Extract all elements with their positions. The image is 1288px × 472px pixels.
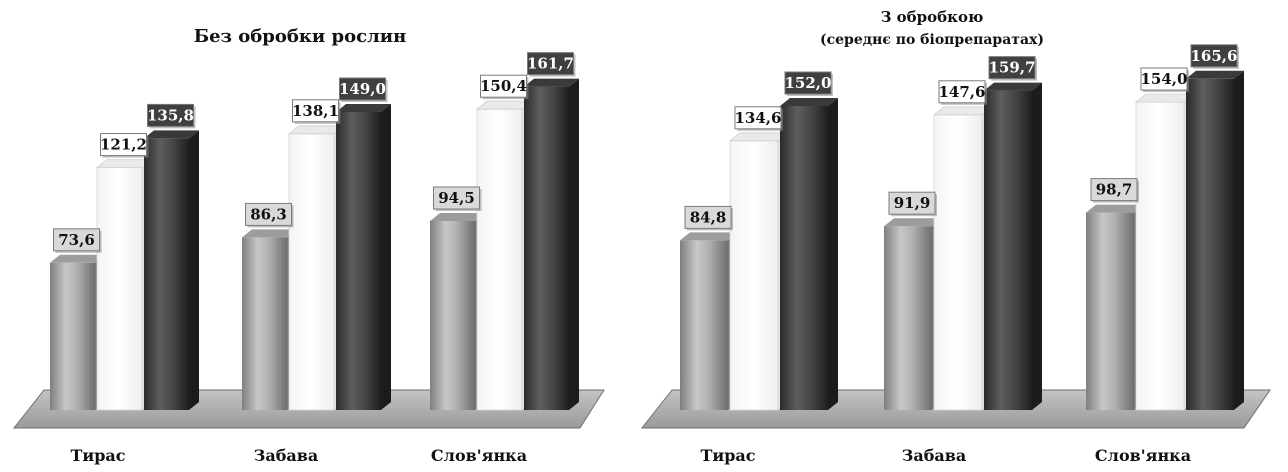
category-label: Забава [254,446,318,465]
category-label: Слов'янка [1095,446,1191,465]
value-label: 86,3 [245,202,294,228]
bars [50,78,579,411]
bar-light [1086,204,1144,410]
chart-title: Без обробки рослин [194,26,407,47]
bar-white [728,131,790,411]
value-label-text: 147,6 [939,83,986,101]
value-label-text: 84,8 [690,208,727,226]
category-label: Забава [902,446,966,465]
category-label: Тирас [70,446,125,465]
value-label: 149,0 [339,77,388,102]
bar-white [932,105,994,411]
value-label: 161,7 [527,52,576,77]
value-label: 73,6 [53,228,102,253]
value-label: 135,8 [147,103,196,129]
value-label-text: 135,8 [147,106,194,124]
value-label: 165,6 [1190,44,1239,69]
value-label: 154,0 [1140,67,1189,92]
chart-with-treatment: З обробкою (середнє по біопрепаратах) 84… [640,8,1271,465]
value-label-text: 149,0 [339,80,386,98]
value-label: 138,1 [292,99,341,124]
value-label: 91,9 [888,191,937,217]
value-label-text: 98,7 [1096,181,1133,199]
category-labels: Тирас Забава Слов'янка [70,446,527,465]
category-labels: Тирас Забава Слов'янка [700,446,1191,465]
bar-dark [524,78,579,410]
value-label: 152,0 [784,71,833,96]
value-label-text: 134,6 [735,109,782,127]
value-label-text: 161,7 [527,55,574,73]
bar-white [287,124,346,411]
value-label-text: 138,1 [292,102,339,120]
bar-dark [1186,70,1244,411]
category-label: Слов'янка [431,446,527,465]
value-label: 121,2 [100,133,149,158]
category-label: Тирас [700,446,755,465]
value-label: 98,7 [1090,178,1139,203]
bars [680,70,1244,411]
value-label-text: 73,6 [58,231,95,249]
bar-white [1134,93,1196,411]
value-label-text: 150,4 [480,77,527,95]
value-label: 94,5 [433,186,482,211]
value-label-text: 165,6 [1191,47,1238,65]
value-label: 159,7 [988,56,1037,81]
value-label-text: 91,9 [894,194,931,212]
bar-light [884,218,942,410]
bar-dark [144,130,199,410]
value-label: 84,8 [684,205,733,231]
value-label-text: 154,0 [1141,70,1188,88]
value-label-text: 86,3 [250,205,287,223]
bar-dark [336,104,391,410]
value-label: 134,6 [734,106,783,131]
bar-white [95,158,154,411]
bar-dark [780,98,838,410]
value-label: 147,6 [938,80,987,105]
bar-white [475,100,534,411]
chart-subtitle: (середнє по біопрепаратах) [820,32,1044,48]
value-label-text: 121,2 [100,136,147,154]
value-label: 150,4 [480,74,529,100]
bar-light [680,232,738,410]
chart-title: З обробкою [881,8,984,26]
bar-dark [984,82,1042,410]
value-label-text: 152,0 [785,74,832,92]
value-label-text: 94,5 [438,189,475,207]
value-label-text: 159,7 [989,59,1036,77]
